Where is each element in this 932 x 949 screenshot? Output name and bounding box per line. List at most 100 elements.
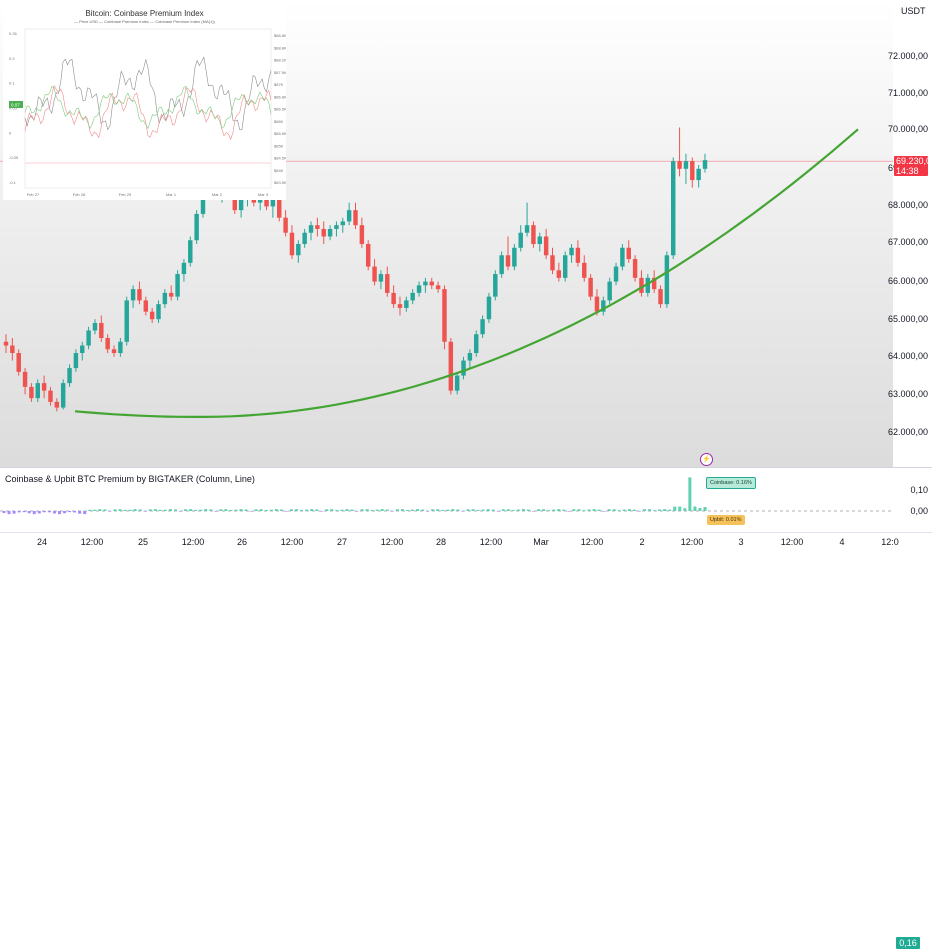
premium-bar — [653, 510, 657, 511]
candle-body — [702, 160, 708, 169]
candle — [702, 153, 708, 173]
premium-bar — [168, 509, 172, 511]
premium-bar — [658, 509, 662, 511]
premium-indicator-pane[interactable]: Coinbase & Upbit BTC Premium by BIGTAKER… — [0, 467, 893, 533]
indicator-scale[interactable]: 0,16 0,10 0,00 — [893, 467, 932, 949]
inset-left-tick: 0 — [9, 130, 12, 135]
candle-body — [448, 341, 454, 391]
premium-bar — [703, 507, 707, 511]
premium-bar — [456, 509, 460, 511]
candle — [334, 221, 339, 237]
candle-body — [493, 274, 498, 297]
candle-body — [639, 277, 644, 293]
candle-body — [156, 304, 161, 320]
inset-x-tick: Mar 2 — [212, 192, 223, 197]
premium-bar — [587, 509, 591, 511]
main-chart-pane[interactable]: Bitcoin: Coinbase Premium Index — Price … — [0, 0, 893, 467]
candle-body — [3, 341, 9, 346]
premium-bar — [315, 509, 319, 511]
candle — [10, 338, 15, 361]
time-tick-label: 12:00 — [680, 537, 704, 547]
candle-body — [41, 383, 47, 391]
inset-right-tick: $83.5K — [274, 180, 286, 185]
premium-bar — [390, 511, 394, 512]
premium-bar — [68, 511, 72, 513]
candle-body — [73, 353, 79, 369]
candle-body — [22, 371, 28, 387]
premium-bar — [436, 509, 440, 511]
inset-x-tick: Feb 29 — [119, 192, 132, 197]
candle-body — [683, 161, 689, 169]
candle — [130, 285, 136, 308]
premium-bar — [496, 511, 500, 512]
time-tick-label: 12:00 — [780, 537, 804, 547]
premium-bar — [552, 509, 556, 511]
price-scale[interactable]: USDT 72.000,0071.000,0070.000,0069.000,0… — [888, 0, 932, 467]
candle-body — [442, 289, 447, 342]
premium-bar — [184, 509, 188, 511]
candle — [118, 338, 123, 357]
time-axis[interactable]: 24 12:00 25 12:00 26 12:00 27 12:00 28 12:00 Mar 12… — [0, 532, 932, 551]
inset-right-tick: $87.5K — [274, 70, 286, 75]
candle — [48, 386, 53, 406]
candle — [683, 153, 689, 184]
candle-body — [149, 311, 155, 320]
price-tick-label: 72.000,00 — [887, 51, 928, 61]
premium-bar — [421, 509, 425, 511]
candle — [35, 379, 40, 402]
premium-bar — [365, 509, 369, 511]
inset-right-tick: $86.8K — [274, 94, 286, 99]
indicator-tick-label: 0,00 — [910, 506, 928, 516]
inset-frame — [24, 28, 272, 189]
time-tick-label: 26 — [236, 537, 248, 547]
candle-body — [353, 210, 358, 226]
premium-bar — [380, 509, 384, 511]
premium-bar — [300, 509, 304, 511]
price-tick-label: 63.000,00 — [887, 389, 928, 399]
candle-body — [264, 195, 269, 207]
premium-bar — [108, 511, 112, 512]
candle-body — [340, 221, 346, 226]
candle — [480, 315, 485, 338]
candle — [315, 217, 320, 237]
lightning-event-icon[interactable]: ⚡ — [700, 453, 713, 466]
candle — [302, 228, 307, 248]
candle — [556, 262, 562, 282]
candle — [124, 296, 129, 346]
inset-right-tick: $88.8K — [274, 45, 286, 50]
indicator-title[interactable]: Coinbase & Upbit BTC Premium by BIGTAKER… — [5, 474, 255, 484]
premium-bar — [295, 509, 299, 511]
premium-bar — [7, 511, 11, 515]
premium-bar — [673, 506, 677, 511]
trend-curve[interactable] — [74, 128, 859, 418]
candle — [385, 266, 390, 297]
premium-bar — [27, 511, 31, 514]
candle-body — [48, 390, 53, 402]
candle — [143, 296, 149, 316]
candle — [518, 225, 523, 252]
premium-bar — [123, 509, 127, 511]
candle-body — [429, 281, 434, 286]
premium-bar — [179, 511, 183, 512]
inset-right-tick: $86K — [274, 119, 284, 124]
inset-x-tick: Feb 28 — [73, 192, 86, 197]
premium-bar — [78, 511, 82, 514]
candle-body — [461, 360, 466, 376]
premium-bar — [375, 509, 379, 511]
candle — [613, 262, 619, 286]
candle — [41, 375, 47, 399]
currency-label[interactable]: USDT — [901, 6, 926, 16]
candle — [626, 240, 631, 263]
candle — [149, 307, 155, 323]
candle-body — [467, 353, 473, 361]
candle — [658, 285, 663, 308]
candle — [499, 251, 504, 278]
candle-body — [474, 334, 479, 354]
inset-premium-ma-line — [24, 85, 272, 130]
candle — [80, 341, 85, 361]
candle-body — [632, 259, 638, 278]
candle-body — [10, 345, 15, 354]
upbit-premium-callout: Upbit: 0.01% — [707, 515, 745, 525]
candle-body — [302, 232, 307, 244]
premium-bar — [698, 508, 702, 511]
